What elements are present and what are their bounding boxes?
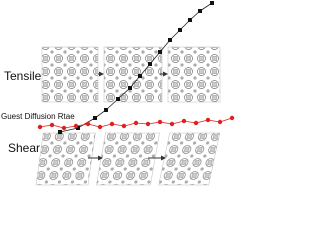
lattice: [103, 46, 163, 103]
shear-label: Shear: [8, 141, 40, 155]
tensile-points: [58, 1, 214, 134]
lattice: [96, 132, 160, 186]
lattice: [35, 132, 96, 186]
lattice: [41, 46, 99, 103]
figure: Tensile Guest Diffusion Rtae Shear: [1, 1, 235, 186]
lattice: [167, 46, 221, 103]
page: Tensile Guest Diffusion Rtae Shear (() =…: [1, 1, 235, 186]
lattice: [158, 132, 221, 186]
tensile-label: Tensile: [4, 69, 42, 83]
shear-points: [37, 115, 235, 131]
diffusion-label: Guest Diffusion Rtae: [1, 112, 75, 121]
